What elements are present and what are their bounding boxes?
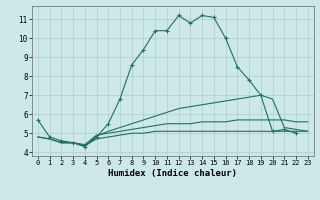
X-axis label: Humidex (Indice chaleur): Humidex (Indice chaleur) [108,169,237,178]
